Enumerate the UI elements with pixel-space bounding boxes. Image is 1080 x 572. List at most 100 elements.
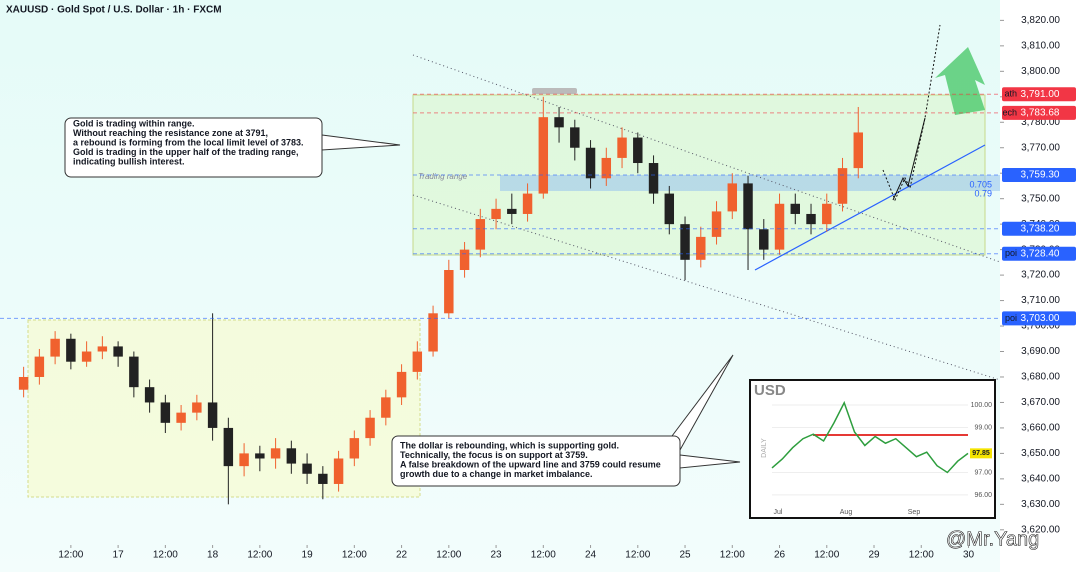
candle-body — [365, 417, 375, 439]
range-label: Trading range — [418, 172, 468, 181]
axis-background — [1000, 0, 1080, 572]
candle-body — [538, 117, 549, 194]
callout — [391, 354, 741, 487]
candle-body — [286, 448, 297, 464]
candle-body — [554, 117, 564, 128]
candle-body — [680, 224, 690, 260]
target-arrow — [935, 47, 985, 115]
x-tick-label: 12:00 — [909, 550, 934, 561]
candle-body — [270, 448, 281, 459]
level-tag: poi — [1005, 313, 1017, 323]
y-tick-label: 3,630.00 — [1021, 499, 1060, 510]
x-tick-label: 18 — [207, 550, 219, 561]
y-tick-label: 3,650.00 — [1021, 448, 1060, 459]
level-tag: poi — [1005, 248, 1017, 258]
x-tick-label: 17 — [113, 550, 125, 561]
candle-body — [790, 203, 800, 214]
x-tick-label: 12:00 — [58, 550, 83, 561]
x-tick-label: 12:00 — [720, 550, 745, 561]
trend-line — [754, 144, 986, 271]
y-tick-label: 3,690.00 — [1021, 346, 1060, 357]
x-tick-label: 12:00 — [625, 550, 650, 561]
demand-zone — [27, 319, 421, 498]
inset-line — [771, 400, 969, 474]
x-tick-label: 22 — [396, 550, 408, 561]
level-label: 3,783.68 — [1021, 108, 1060, 119]
y-tick-label: 3,800.00 — [1021, 66, 1060, 77]
candle-body — [522, 193, 533, 214]
callout-text: Technically, the focus is on support at … — [400, 450, 588, 460]
candle-body — [570, 127, 580, 148]
marker — [532, 88, 577, 94]
candle-body — [428, 313, 438, 352]
level-box — [1002, 311, 1076, 326]
candle-body — [853, 132, 863, 169]
y-tick-label: 3,670.00 — [1021, 397, 1060, 408]
x-tick-label: 12:00 — [247, 550, 272, 561]
chart-title: XAUUSD · Gold Spot / U.S. Dollar · 1h · … — [6, 5, 222, 16]
candle-body — [302, 463, 312, 474]
candle-body — [144, 387, 155, 403]
x-tick-label: 30 — [963, 550, 975, 561]
candle-body — [727, 183, 738, 212]
candle-body — [743, 183, 753, 230]
level-label: 3,738.20 — [1021, 223, 1060, 234]
candle-body — [223, 427, 234, 467]
candle-body — [34, 356, 45, 377]
candle-body — [806, 213, 816, 225]
callout-text: Gold is trading within range. — [73, 118, 195, 128]
candle-body — [381, 397, 391, 418]
x-tick-label: 12:00 — [153, 550, 178, 561]
inset-month: Sep — [908, 509, 921, 516]
y-tick-label: 3,660.00 — [1021, 423, 1060, 434]
candle-body — [475, 219, 486, 250]
y-tick-label: 3,780.00 — [1021, 117, 1060, 128]
candle-body — [239, 453, 249, 467]
inset-month: Aug — [840, 509, 853, 516]
callout-text: Gold is trading in the upper half of the… — [73, 147, 299, 157]
x-tick-label: 19 — [302, 550, 314, 561]
watermark: @Mr.Yang — [946, 528, 1039, 550]
candle-body — [129, 356, 139, 388]
y-tick-label: 3,810.00 — [1021, 40, 1060, 51]
inset-side-label: DAILY — [761, 438, 768, 458]
projection — [892, 117, 926, 201]
x-tick-label: 26 — [774, 550, 786, 561]
callout-text: indicating bullish interest. — [73, 156, 185, 166]
level-box — [1002, 87, 1076, 102]
candle-body — [664, 193, 675, 225]
callout-text: Without reaching the resistance zone at … — [73, 128, 268, 138]
inset-chart: USD DAILY 100.00 99.00 97.00 96.00 97.85 Jul Aug… — [749, 379, 996, 519]
level-tag: ech — [1002, 107, 1017, 117]
inset-tick-label: 100.00 — [971, 402, 993, 409]
level-tag: ath — [1004, 89, 1017, 99]
candle-body — [444, 270, 454, 314]
fib-label: 0.705 — [969, 179, 992, 189]
y-tick-label: 3,720.00 — [1021, 270, 1060, 281]
candle-body — [711, 211, 722, 237]
candle-body — [837, 168, 848, 204]
callout-text: The dollar is rebounding, which is suppo… — [400, 440, 619, 450]
level-label: 3,791.00 — [1021, 89, 1060, 100]
x-tick-label: 29 — [868, 550, 880, 561]
fib-label: 0.79 — [974, 188, 992, 198]
candle-body — [696, 236, 706, 260]
candle-body — [648, 163, 659, 194]
support-zone — [500, 175, 1000, 191]
callout-text: A false breakdown of the upward line and… — [400, 459, 661, 469]
candle-body — [412, 351, 423, 372]
candle-body — [774, 203, 785, 250]
callout — [64, 117, 401, 178]
candle-body — [349, 438, 360, 459]
candle-body — [192, 402, 202, 413]
callout-text: growth due to a change in market imbalan… — [400, 469, 593, 479]
candle-body — [66, 338, 76, 362]
inset-last-box — [970, 448, 992, 459]
candle-body — [585, 147, 596, 179]
candle-body — [617, 137, 627, 158]
x-tick-label: 25 — [679, 550, 691, 561]
inset-month: Jul — [774, 509, 783, 516]
y-tick-label: 3,820.00 — [1021, 15, 1060, 26]
candle-body — [176, 412, 186, 423]
